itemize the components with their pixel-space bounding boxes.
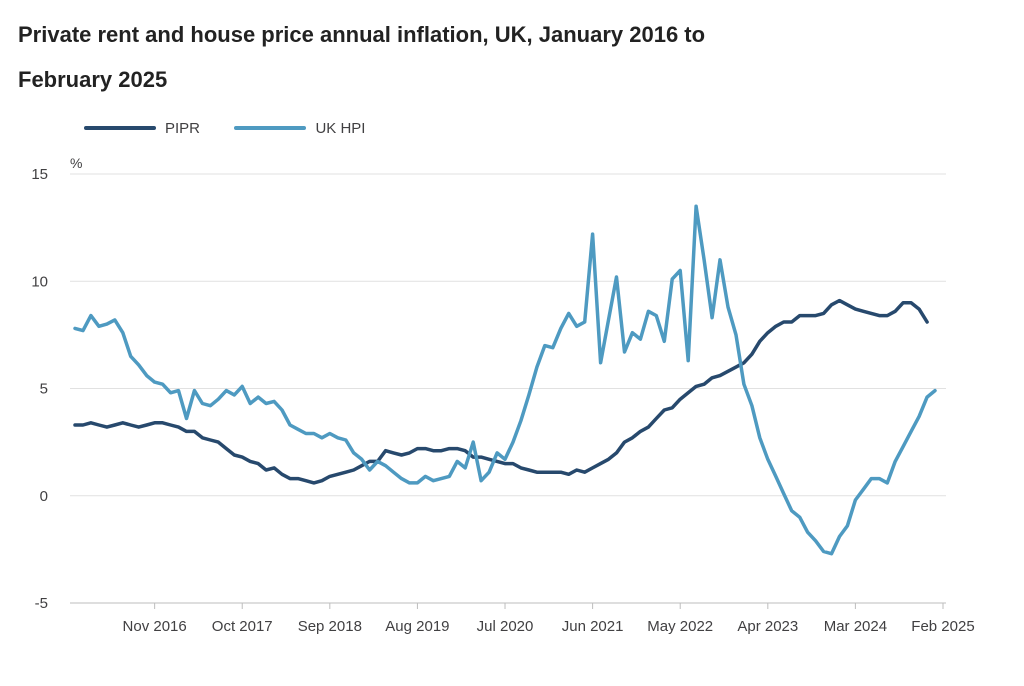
legend-swatch-uk-hpi bbox=[234, 126, 307, 130]
x-tick-label: Nov 2016 bbox=[123, 618, 187, 635]
y-tick-label: 15 bbox=[31, 166, 48, 183]
x-tick-label: May 2022 bbox=[647, 618, 713, 635]
x-tick-label: Sep 2018 bbox=[298, 618, 362, 635]
x-tick-label: Apr 2023 bbox=[737, 618, 798, 635]
x-tick-label: Feb 2025 bbox=[911, 618, 974, 635]
legend-label-uk-hpi: UK HPI bbox=[315, 119, 366, 137]
gridlines bbox=[70, 173, 946, 604]
y-tick-label: 5 bbox=[40, 381, 48, 398]
series-lines bbox=[73, 204, 937, 556]
y-tick-label: 0 bbox=[40, 488, 48, 505]
x-tick-label: Jun 2021 bbox=[562, 618, 624, 635]
series-line-pipr[interactable] bbox=[73, 298, 929, 485]
legend-item-uk-hpi[interactable]: UK HPI bbox=[234, 120, 365, 137]
legend-label-pipr: PIPR bbox=[165, 119, 201, 137]
legend-swatch-pipr bbox=[84, 126, 156, 130]
legend-item-pipr[interactable]: PIPR bbox=[84, 120, 200, 137]
y-tick-label: 10 bbox=[31, 273, 48, 290]
y-tick-label: -5 bbox=[35, 595, 48, 612]
axes: 15 10 5 0 -5 Nov 2016 Oct 2017 Sep 2018 Aug 2019… bbox=[31, 166, 974, 635]
chart-title: Private rent and house price annual infl… bbox=[18, 22, 706, 92]
x-tick-label: Jul 2020 bbox=[477, 618, 534, 635]
series-line-uk-hpi[interactable] bbox=[73, 204, 937, 556]
x-tick-label: Mar 2024 bbox=[824, 618, 887, 635]
legend: PIPR UK HPI bbox=[84, 117, 395, 137]
y-axis-unit-label: % bbox=[70, 155, 82, 171]
x-tick-label: Aug 2019 bbox=[385, 618, 449, 635]
x-tick-label: Oct 2017 bbox=[212, 618, 273, 635]
